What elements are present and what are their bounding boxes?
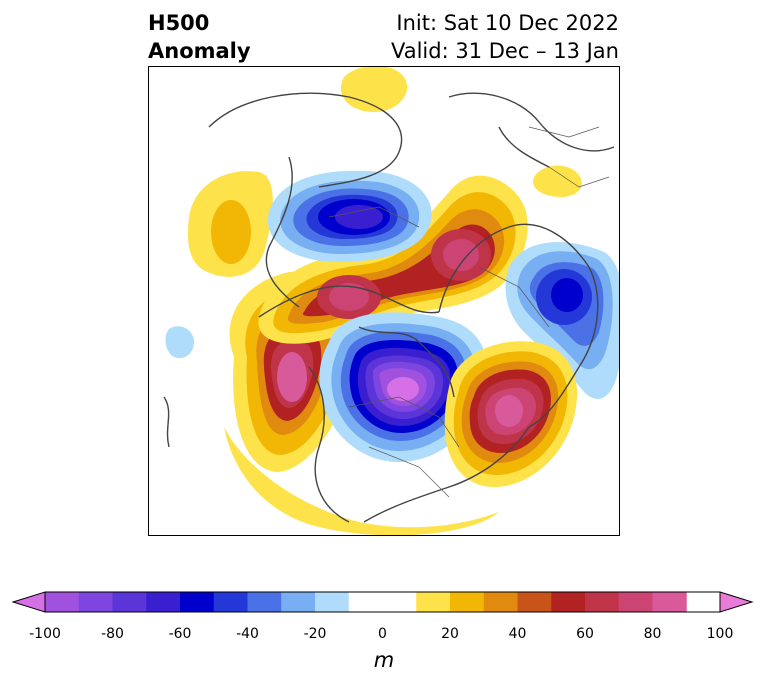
anomaly-negative-pacific-small — [165, 326, 194, 359]
colorbar-tick-label: 20 — [441, 626, 459, 642]
anomaly-positive-arctic — [258, 175, 528, 344]
colorbar-tick-label: 60 — [576, 626, 594, 642]
colorbar-tick-labels: -100 -80 -60 -40 -20 0 20 40 60 80 100 — [0, 626, 768, 646]
colorbar-bin — [112, 592, 147, 612]
anomaly-positive-top — [340, 67, 408, 112]
colorbar-bin — [585, 592, 620, 612]
colorbar-bin — [652, 592, 687, 612]
colorbar-bin — [416, 592, 451, 612]
colorbar-bin — [78, 592, 113, 612]
anomaly-negative-canada — [267, 170, 432, 262]
colorbar-bin — [348, 592, 417, 612]
colorbar-bin — [247, 592, 282, 612]
colorbar-tick-label: 0 — [378, 626, 387, 642]
colorbar-bin — [45, 592, 80, 612]
colorbar-bin — [483, 592, 518, 612]
anomaly-positive-asia-small — [533, 165, 582, 197]
colorbar-tick-label: -40 — [236, 626, 259, 642]
colorbar-tick-label: 100 — [706, 626, 734, 642]
colorbar-bin — [180, 592, 215, 612]
colorbar-tick-label: -60 — [168, 626, 192, 642]
colorbar-tick-label: -100 — [29, 626, 61, 642]
colorbar-frame — [44, 591, 721, 613]
colorbar-bin — [551, 592, 586, 612]
forecast-dates: Init: Sat 10 Dec 2022 Valid: 31 Dec – 13… — [391, 9, 619, 65]
map-title: H500 Anomaly — [148, 9, 251, 65]
colorbar-bin — [450, 592, 485, 612]
anomaly-positive-southern-band — [224, 427, 499, 535]
title-line-1: H500 — [148, 11, 210, 35]
colorbar-bin — [281, 592, 316, 612]
colorbar-tick-label: -20 — [303, 626, 327, 642]
init-date: Init: Sat 10 Dec 2022 — [396, 11, 619, 35]
colorbar — [11, 591, 754, 613]
colorbar-bin — [618, 592, 653, 612]
coastlines — [163, 92, 615, 523]
anomaly-positive-northeast-asia — [444, 341, 578, 487]
anomaly-map-svg — [163, 67, 619, 535]
colorbar-tick-label: -80 — [101, 626, 124, 642]
title-line-2: Anomaly — [148, 39, 251, 63]
colorbar-bin — [146, 592, 181, 612]
colorbar-tick-label: 40 — [508, 626, 527, 642]
colorbar-min-extension — [11, 591, 46, 613]
anomaly-positive-northpacific — [188, 171, 273, 277]
colorbar-bin — [517, 592, 552, 612]
colorbar-bins — [45, 592, 687, 612]
anomaly-map — [148, 66, 620, 536]
valid-range: Valid: 31 Dec – 13 Jan — [390, 39, 619, 63]
colorbar-tick-label: 80 — [643, 626, 662, 642]
colorbar-bin — [315, 592, 350, 612]
colorbar-max-extension — [719, 591, 754, 613]
borders — [328, 126, 610, 498]
colorbar-unit-label: m — [373, 648, 395, 672]
anomaly-negative-europe — [505, 242, 619, 399]
colorbar-bin — [213, 592, 248, 612]
